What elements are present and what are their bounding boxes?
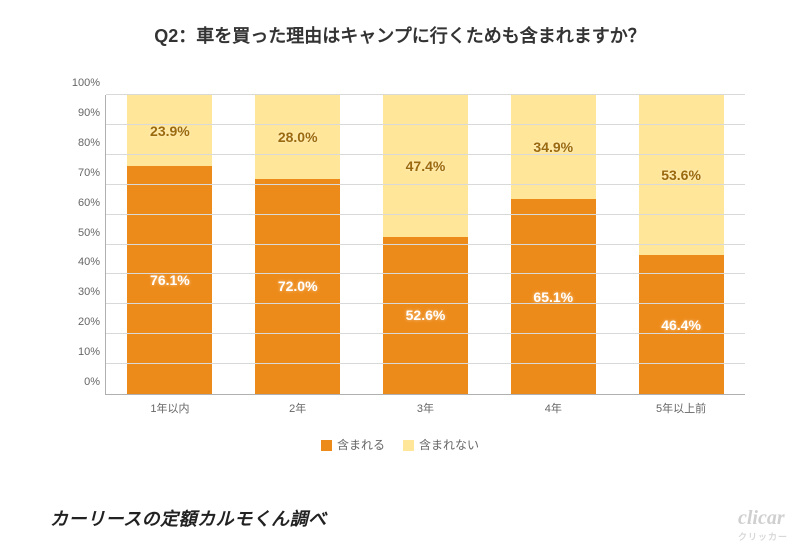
y-tick-label: 60% [78,197,106,209]
legend-label: 含まれない [419,438,479,452]
gridline [106,154,745,155]
gridline [106,124,745,125]
legend-item: 含まれない [403,436,479,453]
x-tick-label: 2年 [289,394,306,416]
gridline [106,214,745,215]
chart-title: Q2：車を買った理由はキャンプに行くためも含まれますか？ [0,0,800,48]
y-tick-label: 40% [78,256,106,268]
y-tick-label: 20% [78,316,106,328]
bar-segment: 65.1% [511,199,596,394]
legend-swatch [321,440,332,451]
legend-item: 含まれる [321,436,385,453]
y-tick-label: 50% [78,227,106,239]
x-tick-label: 5年以上前 [656,394,706,416]
bar-segment: 76.1% [127,166,212,394]
watermark: clicar クリッカー [738,507,788,543]
gridline [106,303,745,304]
bar-segment: 28.0% [255,95,340,179]
y-tick-label: 30% [78,286,106,298]
y-tick-label: 90% [78,107,106,119]
y-tick-label: 80% [78,137,106,149]
chart-area: 23.9%76.1%1年以内 28.0%72.0%2年 47.4%52.6%3年 34… [55,95,745,425]
bar-segment: 72.0% [255,179,340,394]
bar-segment: 52.6% [383,237,468,394]
gridline [106,184,745,185]
bar-column: 34.9%65.1%4年 [511,95,596,394]
x-tick-label: 1年以内 [150,394,189,416]
watermark-sub: クリッカー [738,530,788,543]
bar-segment: 23.9% [127,95,212,166]
legend-label: 含まれる [337,438,385,452]
x-tick-label: 4年 [545,394,562,416]
plot-area: 23.9%76.1%1年以内 28.0%72.0%2年 47.4%52.6%3年 34… [105,95,745,395]
x-tick-label: 3年 [417,394,434,416]
bar-column: 47.4%52.6%3年 [383,95,468,394]
bar-column: 28.0%72.0%2年 [255,95,340,394]
bar-column: 53.6%46.4%5年以上前 [639,95,724,394]
bar-column: 23.9%76.1%1年以内 [127,95,212,394]
gridline [106,94,745,95]
source-attribution: カーリースの定額カルモくん調べ [50,505,327,531]
gridline [106,363,745,364]
y-tick-label: 0% [84,376,106,388]
legend-swatch [403,440,414,451]
gridline [106,273,745,274]
gridline [106,244,745,245]
bar-segment: 53.6% [639,95,724,255]
gridline [106,333,745,334]
bars-container: 23.9%76.1%1年以内 28.0%72.0%2年 47.4%52.6%3年 34… [106,95,745,394]
y-tick-label: 70% [78,167,106,179]
bar-segment: 46.4% [639,255,724,394]
y-tick-label: 100% [72,77,106,89]
watermark-main: clicar [738,507,785,529]
legend: 含まれる 含まれない [55,436,745,453]
bar-segment: 47.4% [383,95,468,237]
y-tick-label: 10% [78,346,106,358]
